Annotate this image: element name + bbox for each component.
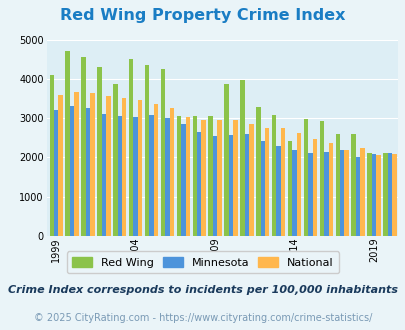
Bar [276,146,280,236]
Bar [351,134,355,236]
Bar [212,136,217,236]
Text: © 2025 CityRating.com - https://www.cityrating.com/crime-statistics/: © 2025 CityRating.com - https://www.city… [34,313,371,323]
Bar [196,132,201,236]
Bar [129,59,133,236]
Bar [382,153,387,236]
Bar [208,116,212,236]
Bar [292,149,296,236]
Bar [74,92,79,236]
Bar [97,67,101,236]
Bar [328,143,332,236]
Bar [85,108,90,236]
Bar [113,84,117,236]
Bar [217,120,221,236]
Bar [138,100,142,236]
Bar [160,69,165,236]
Bar [339,149,343,236]
Bar [296,133,301,236]
Bar [335,134,339,236]
Bar [323,152,328,236]
Bar [185,116,190,236]
Bar [303,119,307,236]
Bar [106,96,110,236]
Bar [387,153,391,236]
Bar [149,115,153,236]
Bar [133,116,138,236]
Bar [65,50,70,236]
Bar [355,157,360,236]
Bar [192,116,196,236]
Bar [260,141,264,236]
Bar [153,104,158,236]
Bar [224,84,228,236]
Bar [101,114,106,236]
Bar [145,65,149,236]
Bar [307,153,312,236]
Bar [360,148,364,236]
Bar [280,128,285,236]
Bar [54,110,58,236]
Bar [244,134,249,236]
Bar [165,118,169,236]
Bar [233,120,237,236]
Bar [58,95,63,236]
Bar [201,120,205,236]
Bar [181,124,185,236]
Bar [169,108,174,236]
Bar [391,154,396,236]
Bar [367,153,371,236]
Bar [117,116,122,236]
Legend: Red Wing, Minnesota, National: Red Wing, Minnesota, National [66,251,339,273]
Bar [122,98,126,236]
Bar [228,135,233,236]
Bar [256,107,260,236]
Bar [81,57,85,236]
Bar [375,155,380,236]
Bar [319,121,323,236]
Bar [312,139,316,236]
Bar [240,81,244,236]
Bar [264,128,269,236]
Text: Crime Index corresponds to incidents per 100,000 inhabitants: Crime Index corresponds to incidents per… [8,285,397,295]
Bar [70,106,74,236]
Bar [176,116,181,236]
Bar [343,149,348,236]
Bar [287,141,292,236]
Bar [49,75,54,236]
Bar [90,93,94,236]
Bar [371,154,375,236]
Text: Red Wing Property Crime Index: Red Wing Property Crime Index [60,8,345,23]
Bar [271,115,276,236]
Bar [249,124,253,236]
